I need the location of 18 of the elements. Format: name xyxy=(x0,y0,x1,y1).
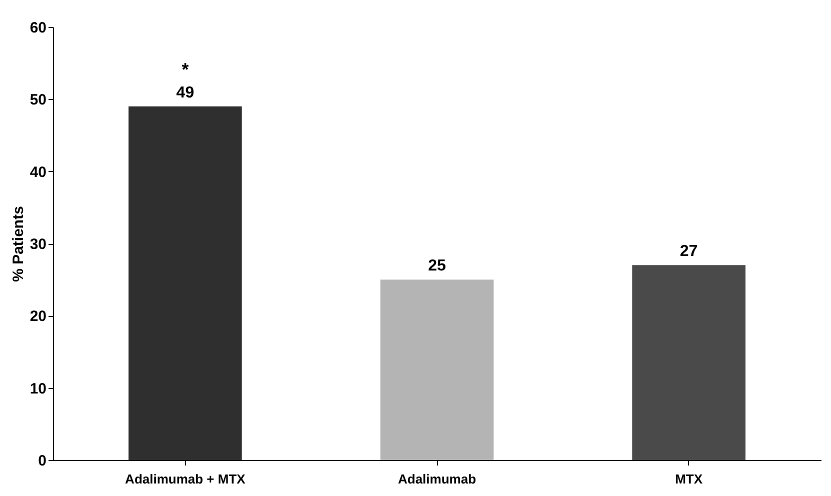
x-tick-label: Adalimumab + MTX xyxy=(125,472,246,486)
y-tick-label: 20 xyxy=(30,308,46,326)
x-tick-label: MTX xyxy=(675,472,703,486)
y-tick-label: 0 xyxy=(38,452,46,470)
data-label: 25 xyxy=(428,258,446,275)
y-axis-title: % Patients xyxy=(10,206,27,282)
y-tick-label: 60 xyxy=(30,20,46,36)
bar xyxy=(632,265,746,460)
data-label: 49 xyxy=(176,84,194,102)
data-label: 27 xyxy=(680,243,698,260)
y-tick-label: 50 xyxy=(30,92,46,109)
y-tick-label: 10 xyxy=(30,380,46,398)
bar xyxy=(380,280,494,460)
x-tick-label: Adalimumab xyxy=(398,472,476,486)
y-tick-label: 40 xyxy=(30,164,46,181)
bar xyxy=(128,106,242,460)
y-tick-label: 30 xyxy=(30,236,46,253)
annotation: * xyxy=(182,59,189,80)
